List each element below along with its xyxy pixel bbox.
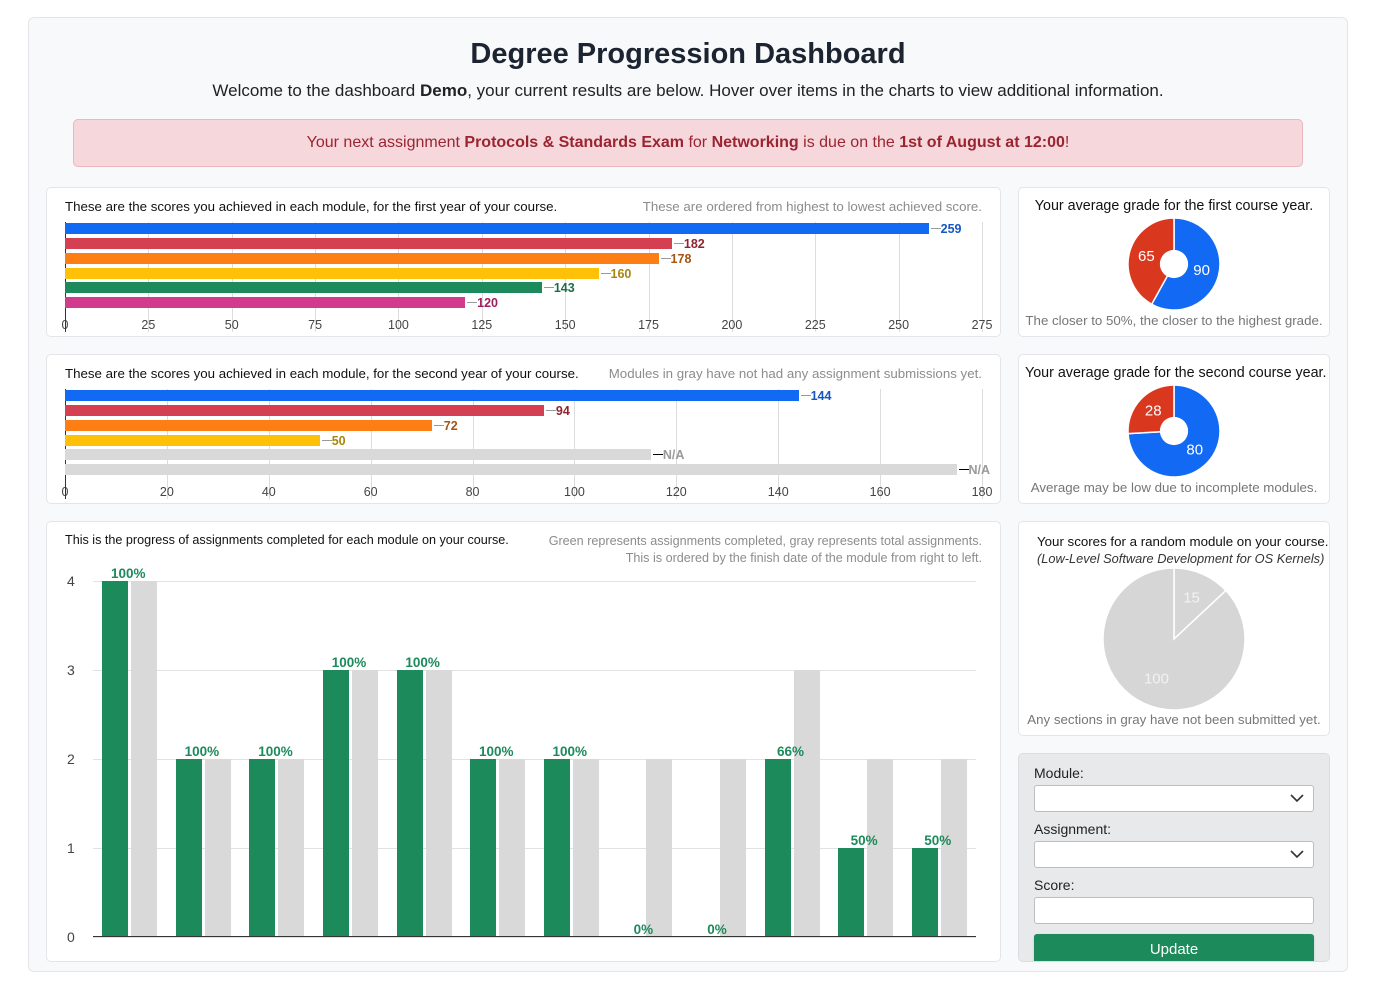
svg-text:80: 80 — [1186, 442, 1203, 459]
svg-text:15: 15 — [1183, 589, 1200, 606]
svg-text:28: 28 — [1145, 402, 1162, 419]
svg-text:100: 100 — [1144, 670, 1169, 687]
svg-text:65: 65 — [1138, 248, 1155, 265]
svg-text:90: 90 — [1193, 262, 1210, 279]
